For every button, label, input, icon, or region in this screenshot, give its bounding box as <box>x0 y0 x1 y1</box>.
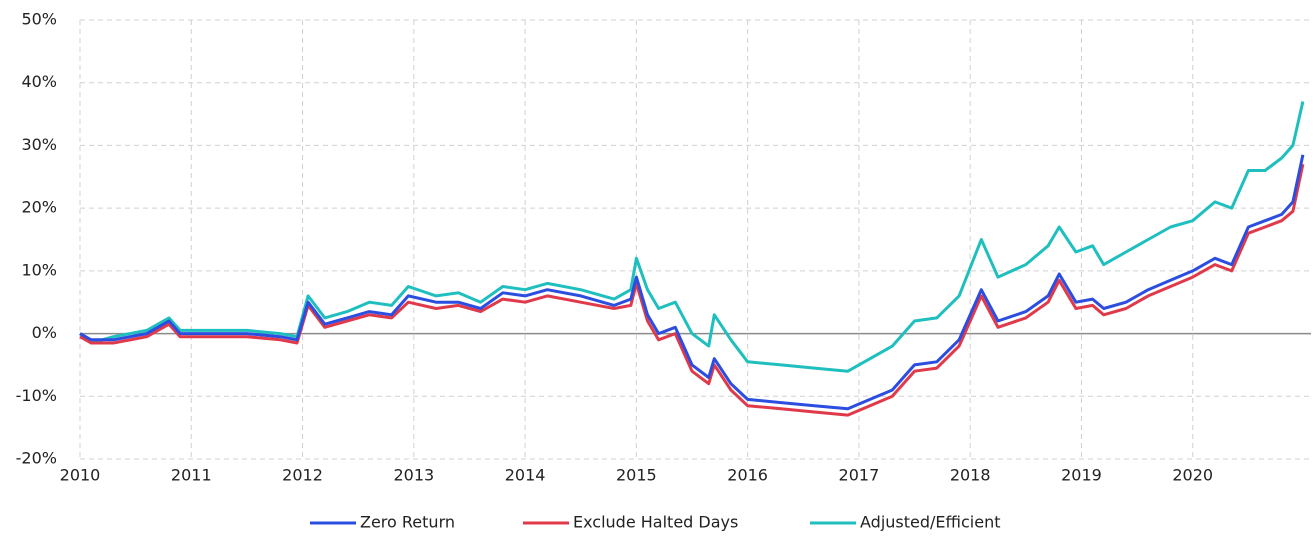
x-tick-label: 2015 <box>616 466 657 485</box>
x-tick-label: 2012 <box>282 466 323 485</box>
x-tick-label: 2010 <box>60 466 101 485</box>
x-tick-label: 2017 <box>839 466 880 485</box>
y-tick-label: 30% <box>21 135 57 154</box>
y-tick-label: 50% <box>21 10 57 29</box>
series-line <box>79 163 1305 417</box>
x-tick-label: 2019 <box>1061 466 1102 485</box>
series-line <box>79 101 1305 373</box>
y-tick-label: -20% <box>16 449 57 468</box>
x-tick-label: 2020 <box>1172 466 1213 485</box>
x-tick-label: 2018 <box>950 466 991 485</box>
y-tick-label: 0% <box>32 323 57 342</box>
x-tick-label: 2011 <box>171 466 212 485</box>
legend-label: Exclude Halted Days <box>573 513 738 532</box>
legend-label: Zero Return <box>360 513 455 532</box>
series-line <box>79 154 1305 411</box>
x-tick-label: 2014 <box>505 466 546 485</box>
y-tick-label: 10% <box>21 260 57 279</box>
y-tick-label: 20% <box>21 198 57 217</box>
y-tick-label: 40% <box>21 72 57 91</box>
x-tick-label: 2016 <box>727 466 768 485</box>
y-tick-label: -10% <box>16 386 57 405</box>
legend-label: Adjusted/Efficient <box>860 513 1000 532</box>
x-tick-label: 2013 <box>393 466 434 485</box>
